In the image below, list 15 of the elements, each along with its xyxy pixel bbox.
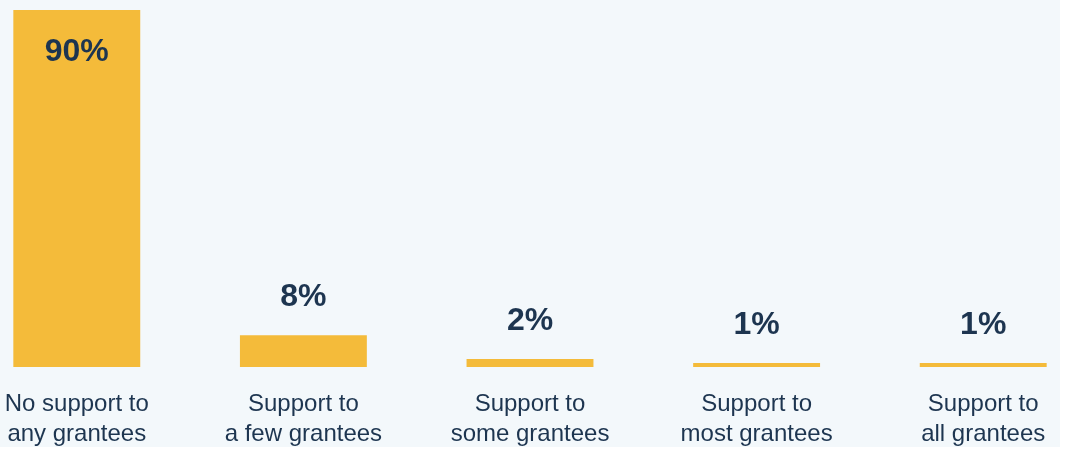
bar — [239, 335, 367, 367]
x-tick-label: No support to any grantees — [4, 388, 149, 446]
x-tick-label: Support to all grantees — [921, 388, 1046, 446]
data-label: 2% — [506, 301, 554, 338]
data-label: 1% — [733, 305, 780, 342]
bar — [13, 10, 141, 367]
bar — [919, 363, 1047, 367]
data-label: 8% — [280, 277, 327, 314]
data-label: 90% — [44, 32, 109, 68]
x-tick-label: Support to a few grantees — [224, 388, 383, 446]
bar — [466, 359, 594, 367]
bar — [693, 363, 821, 367]
x-tick-label: Support to some grantees — [450, 388, 610, 446]
data-label: 1% — [960, 305, 1007, 342]
x-tick-label: Support to most grantees — [680, 388, 833, 446]
